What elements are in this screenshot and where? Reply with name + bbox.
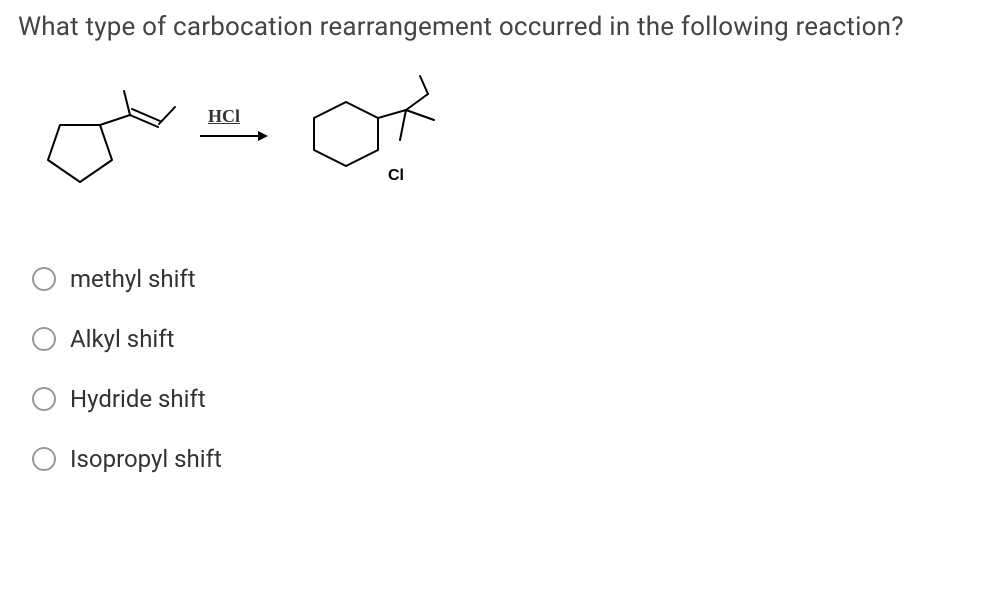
radio-icon[interactable]: [32, 267, 56, 291]
product-structure: Cl: [286, 70, 456, 210]
option-hydride-shift[interactable]: Hydride shift: [32, 385, 978, 413]
question-prompt: What type of carbocation rearrangement o…: [18, 12, 978, 42]
arrow-icon: [198, 126, 268, 146]
reactant-structure: [20, 85, 180, 195]
radio-icon[interactable]: [32, 327, 56, 351]
option-label: Alkyl shift: [70, 325, 174, 353]
reaction-arrow: HCl: [198, 126, 268, 146]
reagent-label: HCl: [208, 106, 240, 127]
option-methyl-shift[interactable]: methyl shift: [32, 265, 978, 293]
option-isopropyl-shift[interactable]: Isopropyl shift: [32, 445, 978, 473]
reaction-scheme: HCl Cl: [20, 70, 978, 210]
radio-icon[interactable]: [32, 387, 56, 411]
option-label: methyl shift: [70, 265, 196, 293]
radio-icon[interactable]: [32, 447, 56, 471]
option-label: Hydride shift: [70, 385, 206, 413]
option-alkyl-shift[interactable]: Alkyl shift: [32, 325, 978, 353]
cl-atom-label: Cl: [388, 167, 404, 184]
answer-options: methyl shift Alkyl shift Hydride shift I…: [32, 265, 978, 473]
option-label: Isopropyl shift: [70, 445, 222, 473]
